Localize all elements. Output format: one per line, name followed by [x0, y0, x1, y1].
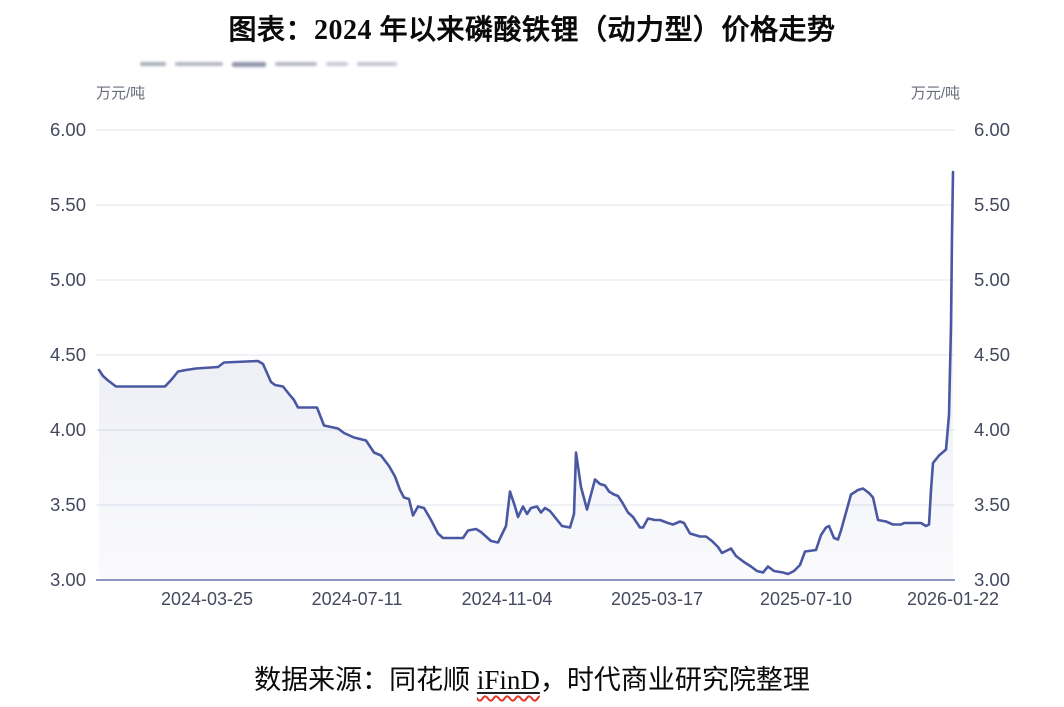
smudge-mark: [140, 62, 166, 66]
x-tick-label: 2025-03-17: [610, 589, 704, 609]
y-tick-label-left: 5.50: [49, 194, 86, 215]
page-title: 图表：2024 年以来磷酸铁锂（动力型）价格走势: [228, 15, 836, 46]
price-area: [99, 172, 953, 580]
y-tick-label-right: 3.50: [974, 494, 1011, 515]
y-axis-unit-right: 万元/吨: [910, 85, 960, 102]
y-tick-label-left: 3.50: [49, 494, 86, 515]
y-axis-unit-left: 万元/吨: [96, 85, 146, 102]
x-tick-label: 2026-01-22: [906, 589, 1000, 609]
price-line: [97, 170, 955, 576]
x-tick-label: 2025-07-10: [759, 589, 853, 609]
smudge-mark: [326, 62, 348, 66]
x-tick-label: 2024-03-25: [160, 589, 254, 609]
y-tick-label-left: 4.00: [49, 419, 86, 440]
y-tick-label-left: 6.00: [49, 119, 86, 140]
price-line-chart: [96, 129, 955, 581]
x-tick-label: 2024-11-04: [461, 589, 553, 609]
source-link-text: iFinD: [476, 665, 540, 695]
y-tick-label-right: 5.00: [974, 269, 1011, 290]
y-tick-label-right: 4.00: [974, 419, 1011, 440]
data-source-note: 数据来源：同花顺 iFinD，时代商业研究院整理: [0, 658, 1064, 697]
y-tick-label-right: 3.00: [974, 569, 1011, 590]
source-prefix: 数据来源：同花顺: [254, 665, 477, 695]
y-tick-label-right: 5.50: [974, 194, 1011, 215]
source-suffix: ，时代商业研究院整理: [539, 665, 810, 695]
smudge-mark: [232, 62, 266, 67]
y-tick-label-right: 4.50: [974, 344, 1011, 365]
smudge-mark: [357, 62, 397, 66]
cropped-legend-artifact: [140, 62, 440, 71]
x-tick-label: 2024-07-11: [311, 589, 403, 609]
y-tick-label-left: 3.00: [49, 569, 86, 590]
y-tick-label-right: 6.00: [974, 119, 1011, 140]
smudge-mark: [275, 62, 317, 66]
y-tick-label-left: 4.50: [49, 344, 86, 365]
smudge-mark: [175, 62, 223, 66]
y-tick-label-left: 5.00: [49, 269, 86, 290]
source-link: iFinD: [477, 665, 540, 695]
